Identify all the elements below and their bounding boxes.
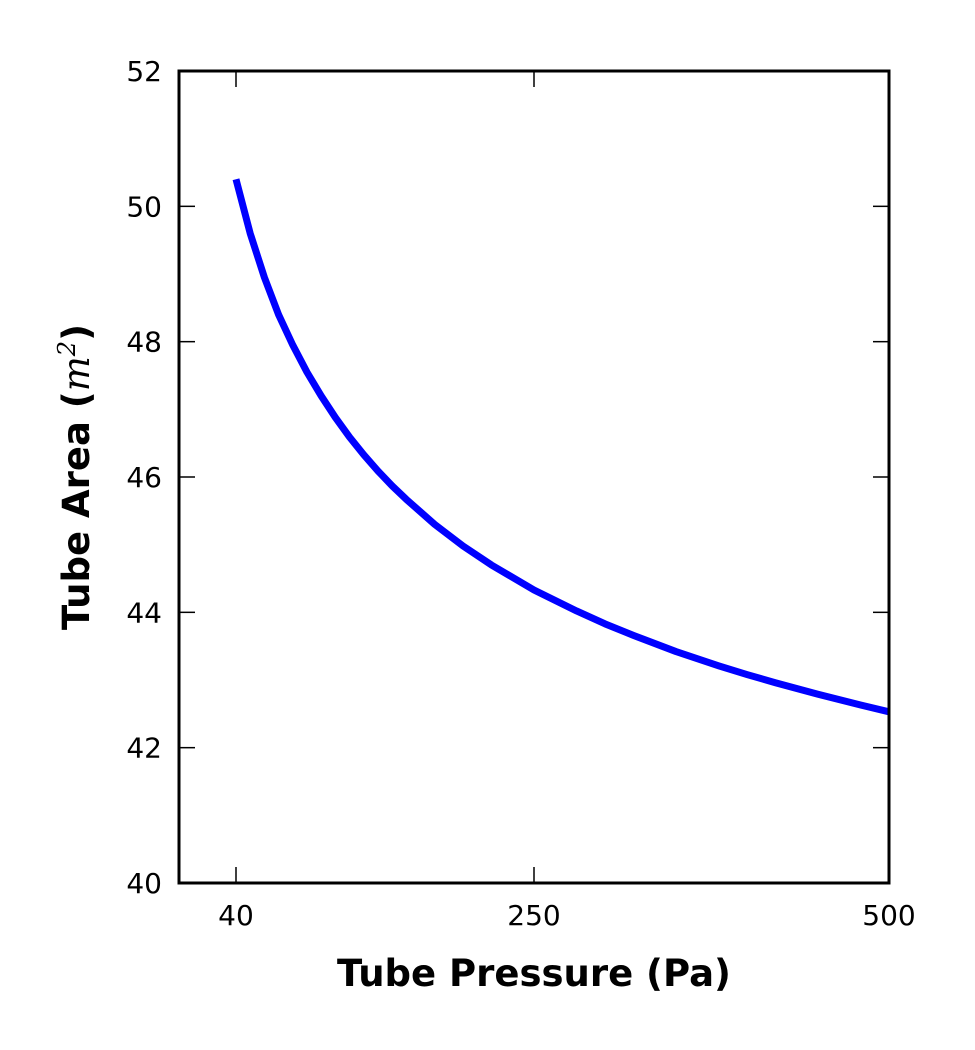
y-axis-title: Tube Area (m2) (53, 324, 98, 630)
y-axis-title-exponent: 2 (53, 341, 81, 357)
y-tick-label: 44 (126, 596, 162, 629)
x-tick-label: 250 (507, 899, 560, 932)
series-line (232, 178, 890, 716)
x-tick-label: 500 (862, 899, 915, 932)
series-layer (232, 178, 890, 716)
y-tick-label: 42 (126, 732, 162, 765)
y-tick-label: 50 (126, 190, 162, 223)
x-axis-title: Tube Pressure (Pa) (337, 952, 731, 995)
plot-frame (177, 69, 891, 885)
y-tick-label: 48 (126, 326, 162, 359)
tick-labels-layer: 40 250 500 40 42 44 46 48 50 52 (126, 55, 915, 932)
y-tick-label: 52 (126, 55, 162, 88)
x-tick-label: 40 (218, 899, 254, 932)
y-tick-label: 46 (126, 461, 162, 494)
y-tick-label: 40 (126, 867, 162, 900)
y-axis-title-prefix: Tube Area ( (55, 391, 98, 630)
y-axis-title-unit: m (55, 356, 98, 391)
ticks-layer (179, 70, 890, 884)
y-axis-title-suffix: ) (55, 324, 98, 341)
